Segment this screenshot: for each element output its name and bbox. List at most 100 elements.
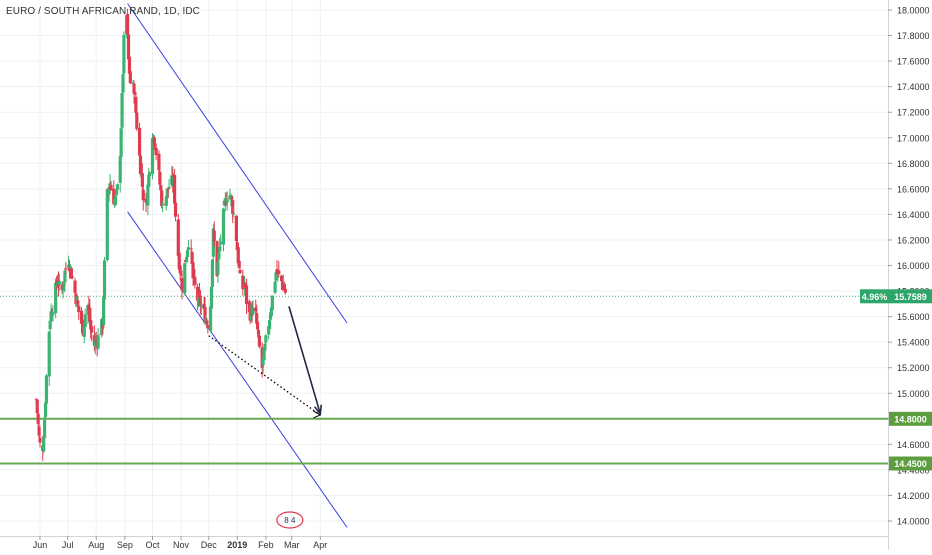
candle-body (63, 270, 67, 283)
channel-lines (0, 3, 888, 528)
candle-body (107, 189, 111, 195)
candle-body (277, 270, 281, 274)
y-tick-label: 14.2000 (897, 491, 930, 501)
candle-body (222, 200, 226, 206)
candle-body (147, 174, 151, 187)
candle-body (133, 92, 137, 95)
candle-body (92, 335, 96, 346)
candle-body (159, 185, 163, 191)
support-price-badge (889, 456, 932, 471)
candle-body (180, 278, 184, 291)
candle-body (193, 277, 197, 286)
candle-body (216, 261, 220, 275)
candle-body (221, 208, 226, 245)
candle-body (256, 330, 261, 335)
candle-body (224, 200, 228, 205)
candle-body (165, 188, 169, 198)
candle-body (89, 320, 93, 330)
support-lines (0, 417, 888, 465)
y-tick-label: 15.6000 (897, 312, 930, 322)
candle-body (283, 288, 287, 293)
candle-body (96, 335, 100, 349)
candle-body (67, 267, 72, 272)
candle-body (118, 156, 122, 183)
grid (0, 0, 888, 536)
candle-body (225, 199, 229, 203)
chart-title: EURO / SOUTH AFRICAN RAND, 1D, IDC (6, 6, 200, 17)
support-price-label: 14.4500 (894, 459, 927, 469)
watermark-badge-icon (276, 511, 304, 529)
x-tick-label: Apr (313, 540, 327, 550)
y-tick-label: 15.2000 (897, 363, 930, 373)
candle-body (79, 310, 84, 324)
candle-body (154, 148, 158, 155)
candle-body (44, 375, 49, 404)
dotted-trendline (208, 335, 321, 416)
candle-body (64, 268, 68, 270)
candle-body (205, 320, 209, 323)
candle-body (192, 275, 196, 277)
candle-body (244, 285, 249, 305)
projection-arrow-line (288, 306, 322, 414)
candle-body (119, 128, 123, 158)
y-tick-label: 17.0000 (897, 133, 930, 143)
candle-body (94, 340, 98, 342)
candle-body (138, 155, 143, 175)
candle-body (178, 266, 182, 274)
candle-body (102, 297, 106, 326)
candle-body (167, 186, 171, 189)
x-axis: Jun Jul Aug Sep Oct Nov Dec 2019 Feb Mar Apr (0, 536, 888, 550)
candle-body (38, 437, 42, 443)
candle-body (164, 196, 168, 206)
candle-body (151, 135, 156, 137)
candle-body (134, 96, 138, 113)
candle-body (177, 252, 181, 270)
candle-body (69, 269, 73, 279)
candle-body (208, 306, 213, 331)
candle-body (173, 202, 178, 217)
candle-body (70, 276, 74, 278)
candle-body (131, 82, 135, 85)
support-price-badge (889, 411, 932, 426)
candle-body (210, 259, 215, 287)
change-badge (860, 289, 889, 304)
candle-body (35, 399, 39, 414)
y-tick-label: 17.4000 (897, 82, 930, 92)
candle-body (282, 284, 286, 290)
candle-body (37, 426, 41, 436)
candle-body (93, 340, 97, 347)
candle-body (261, 357, 265, 366)
candle-body (83, 314, 87, 327)
candle-body (51, 312, 55, 316)
candle-body (36, 413, 40, 424)
projection: 8 4 (208, 306, 323, 529)
candle-body (128, 71, 132, 84)
candle-body (73, 280, 77, 293)
candle-body (122, 34, 126, 74)
candle-body (273, 281, 277, 293)
candle-body (275, 269, 279, 274)
candle-body (202, 303, 206, 309)
x-tick-label: Jun (33, 540, 48, 550)
x-tick-label: Oct (145, 540, 160, 550)
candle-body (229, 194, 233, 198)
candle-body (212, 230, 216, 242)
candle-body (262, 347, 266, 360)
candle-body (146, 184, 150, 206)
candle-body (42, 438, 46, 452)
candle-body (198, 295, 203, 307)
y-tick-label: 16.6000 (897, 184, 930, 194)
candle-body (102, 260, 107, 300)
candle-body (152, 137, 156, 147)
candle-body (268, 314, 273, 320)
x-tick-label: Aug (88, 540, 104, 550)
candle-body (158, 171, 162, 185)
candle-body (255, 313, 259, 324)
candle-body (114, 189, 119, 196)
candle-body (230, 198, 234, 200)
candle-body (105, 189, 109, 261)
y-tick-label: 14.0000 (897, 517, 930, 527)
candle-body (199, 305, 203, 308)
